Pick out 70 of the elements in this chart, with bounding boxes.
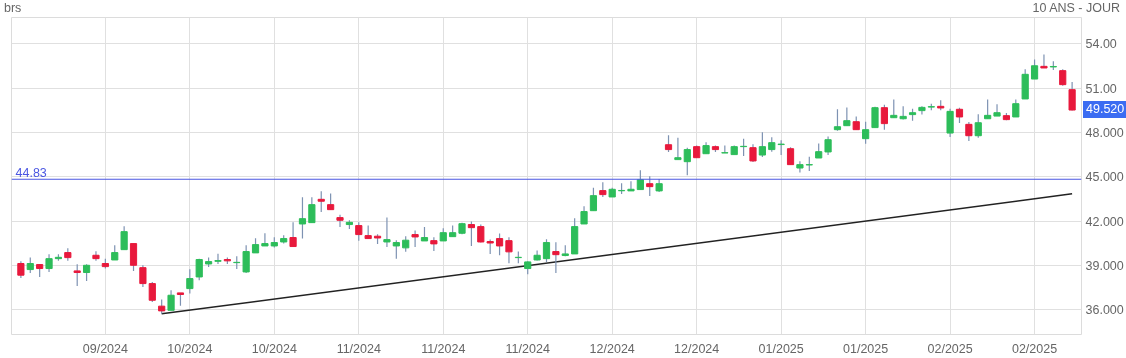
candlestick [186, 268, 194, 295]
y-tick-label: 48.000 [1085, 125, 1124, 140]
candlestick [758, 131, 766, 158]
chart-subtitle: 10 ANS - JOUR [1032, 0, 1120, 17]
candlestick [918, 105, 926, 116]
candlestick [467, 221, 476, 247]
x-tick-label: 09/2024 [82, 341, 128, 356]
x-tick-label: 12/2024 [674, 341, 720, 356]
candlestick [298, 196, 307, 240]
candlestick [993, 103, 1001, 117]
ref-line-label: 44.83 [15, 166, 47, 181]
x-tick-label: 01/2025 [758, 341, 804, 356]
candlestick [261, 232, 269, 247]
candlestick [984, 98, 992, 120]
candlestick [683, 147, 691, 176]
x-tick-label: 02/2025 [927, 341, 973, 356]
candlestick [289, 221, 297, 248]
y-tick-label: 51.00 [1085, 81, 1117, 96]
candlestick [589, 187, 598, 212]
candlestick [965, 121, 973, 142]
candlestick [505, 236, 513, 264]
candlestick [308, 196, 316, 224]
candlestick [636, 169, 644, 191]
candlestick [167, 289, 175, 311]
candlestick [317, 190, 325, 213]
candlestick [495, 232, 504, 256]
candlestick [796, 160, 804, 174]
y-tick-label: 36.000 [1085, 303, 1124, 318]
text: 49.520 [1083, 101, 1126, 118]
candlestick [880, 104, 888, 131]
x-tick-label: 11/2024 [421, 341, 466, 356]
x-tick-label: 11/2024 [336, 341, 381, 356]
candlestick [392, 239, 400, 260]
candlestick [129, 242, 138, 272]
x-tick-label: 10/2024 [251, 341, 297, 356]
candlestick [355, 221, 363, 242]
chart-title: brs [4, 0, 22, 17]
candlestick [824, 136, 832, 156]
candlestick [862, 121, 870, 145]
x-tick-label: 02/2025 [1011, 341, 1058, 356]
x-tick-label: 10/2024 [167, 341, 213, 356]
candlestick [1040, 53, 1048, 69]
candlestick [542, 238, 551, 263]
x-tick-label: 11/2024 [505, 341, 550, 356]
candlestick [430, 236, 438, 252]
candlestick [833, 108, 842, 132]
candlestick [214, 253, 222, 265]
candlestick [674, 137, 682, 161]
candlestick [627, 180, 635, 192]
candlestick [73, 263, 81, 287]
x-tick-label: 12/2024 [589, 341, 635, 356]
candlestick [383, 217, 391, 248]
candlestick [1068, 81, 1076, 112]
candlestick [148, 281, 156, 303]
candlestick [552, 241, 560, 274]
candlestick [120, 225, 128, 251]
candlestick [411, 230, 419, 248]
candlestick [946, 108, 954, 138]
candlestick [843, 106, 851, 127]
candlestick [974, 113, 982, 139]
candlestick [646, 175, 654, 197]
y-tick-label: 39.000 [1085, 258, 1124, 273]
candlestick [336, 214, 344, 228]
y-tick-label: 54.00 [1085, 37, 1117, 52]
y-tick-label: 42.000 [1085, 214, 1124, 229]
candlestick [139, 264, 147, 288]
x-tick-label: 01/2025 [843, 341, 889, 356]
y-tick-label: 45.000 [1085, 170, 1124, 185]
candlestick [1030, 58, 1039, 80]
candlestick [92, 250, 100, 262]
